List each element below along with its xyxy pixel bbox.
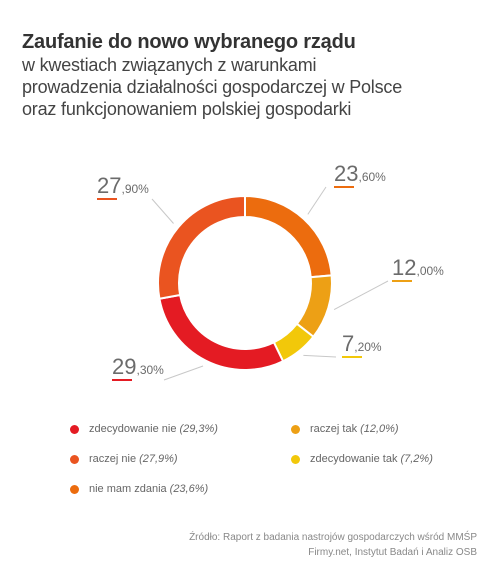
legend-value: (29,3%) [179, 423, 218, 435]
data-label: 29,30% [112, 354, 164, 379]
data-label-decimal: ,30% [136, 363, 164, 377]
data-label: 23,60% [334, 161, 386, 186]
legend-label: raczej tak [310, 423, 358, 435]
data-label: 27,90% [97, 173, 149, 198]
data-label-decimal: ,60% [358, 170, 386, 184]
legend-swatch [291, 454, 300, 464]
data-label-decimal: ,90% [121, 182, 149, 196]
data-label-integer: 27 [97, 173, 121, 198]
donut-slice-zdecydowanie-nie [158, 293, 285, 371]
chart-title-block: Zaufanie do nowo wybranego rządu w kwest… [22, 30, 482, 120]
legend-item-zdecydowanie-nie: zdecydowanie nie (29,3%) [70, 423, 218, 435]
legend-value: (12,0%) [360, 423, 399, 435]
data-label-integer: 23 [334, 161, 358, 186]
leader-line [163, 365, 204, 381]
legend-item-zdecydowanie-tak: zdecydowanie tak (7,2%) [291, 453, 433, 465]
legend-value: (23,6%) [169, 483, 209, 495]
legend-swatch [291, 424, 300, 434]
source-line-1: Źródło: Raport z badania nastrojów gospo… [189, 532, 477, 543]
legend-item-raczej-tak: raczej tak (12,0%) [291, 423, 399, 435]
legend-value: (7,2%) [400, 453, 433, 465]
data-label-integer: 12 [392, 255, 416, 280]
source-note: Źródło: Raport z badania nastrojów gospo… [189, 530, 477, 560]
chart-subtitle-line-1: w kwestiach związanych z warunkami [22, 55, 317, 75]
legend-item-raczej-nie: raczej nie (27,9%) [70, 453, 178, 465]
legend-label: zdecydowanie tak [310, 453, 398, 465]
legend-label: zdecydowanie nie [89, 423, 177, 435]
chart-subtitle-line-3: oraz funkcjonowaniem polskiej gospodarki [22, 99, 352, 119]
leader-line [303, 354, 337, 358]
chart-title: Zaufanie do nowo wybranego rządu [22, 31, 356, 53]
legend-swatch [70, 424, 79, 434]
source-line-2: Firmy.net, Instytut Badań i Analiz OSB [308, 547, 477, 558]
data-label: 12,00% [392, 255, 444, 280]
donut-slice-nie-mam-zdania [244, 194, 333, 279]
data-label: 7,20% [342, 331, 382, 356]
donut-chart: 23,60% 12,00% 7,20% 29,30% 27,90% [97, 161, 444, 381]
leader-line [307, 186, 327, 215]
chart-subtitle-line-2: prowadzenia działalności gospodarczej w … [22, 77, 403, 97]
legend-label: raczej nie [89, 453, 137, 465]
leader-line [151, 198, 174, 224]
legend-label: nie mam zdania [89, 483, 167, 495]
leader-line [333, 280, 389, 310]
data-label-decimal: ,20% [354, 340, 382, 354]
donut-slice-raczej-nie [157, 194, 246, 300]
data-label-integer: 7 [342, 331, 354, 356]
data-label-integer: 29 [112, 354, 136, 379]
legend-value: (27,9%) [139, 453, 178, 465]
data-label-decimal: ,00% [416, 264, 444, 278]
legend-swatch [70, 454, 79, 464]
legend-item-nie-mam-zdania: nie mam zdania (23,6%) [70, 483, 208, 495]
legend-swatch [70, 484, 79, 494]
